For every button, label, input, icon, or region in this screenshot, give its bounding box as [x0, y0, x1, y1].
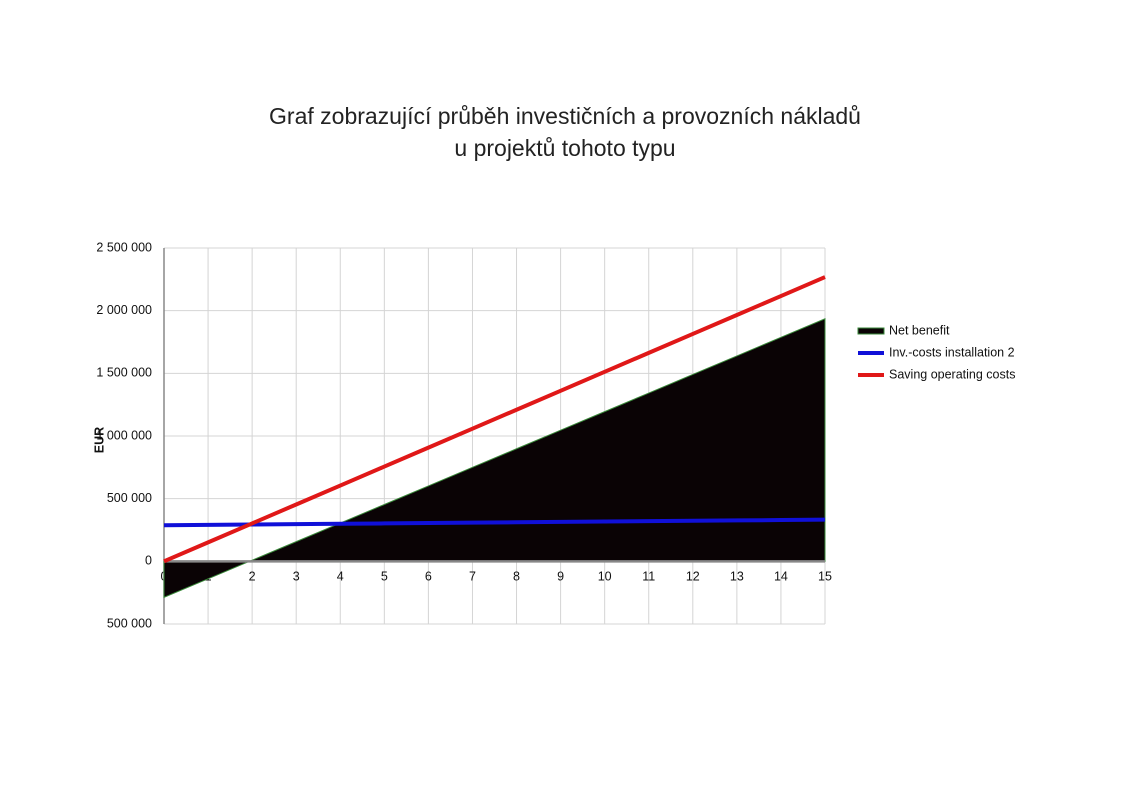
- y-tick-label: 0: [145, 554, 152, 568]
- legend-label: Net benefit: [889, 323, 950, 337]
- x-tick-label: 14: [774, 570, 788, 584]
- x-tick-label: 15: [818, 570, 832, 584]
- legend-label: Saving operating costs: [889, 367, 1015, 381]
- y-tick-label: 2 000 000: [96, 303, 152, 317]
- y-tick-label: 1 000 000: [96, 428, 152, 442]
- x-tick-label: 2: [249, 570, 256, 584]
- chart-title: Graf zobrazující průběh investičních a p…: [269, 103, 861, 161]
- x-tick-label: 5: [381, 570, 388, 584]
- y-tick-label: 500 000: [107, 616, 152, 630]
- y-axis-label: EUR: [92, 427, 106, 453]
- x-tick-label: 9: [557, 570, 564, 584]
- line: [163, 275, 826, 564]
- y-tick-label: 500 000: [107, 491, 152, 505]
- x-tick-label: 6: [425, 570, 432, 584]
- x-tick-label: 8: [513, 570, 520, 584]
- legend-label: Inv.-costs installation 2: [889, 345, 1015, 359]
- x-tick-label: 4: [337, 570, 344, 584]
- y-tick-label: 2 500 000: [96, 240, 152, 254]
- line: [163, 517, 826, 528]
- x-tick-label: 13: [730, 570, 744, 584]
- x-tick-label: 7: [469, 570, 476, 584]
- y-tick-label: 1 500 000: [96, 366, 152, 380]
- x-tick-label: 12: [686, 570, 700, 584]
- x-tick-label: 11: [642, 570, 655, 584]
- area: [163, 317, 826, 599]
- x-tick-label: 3: [293, 570, 300, 584]
- legend-swatch: [857, 327, 885, 335]
- x-tick-label: 10: [598, 570, 612, 584]
